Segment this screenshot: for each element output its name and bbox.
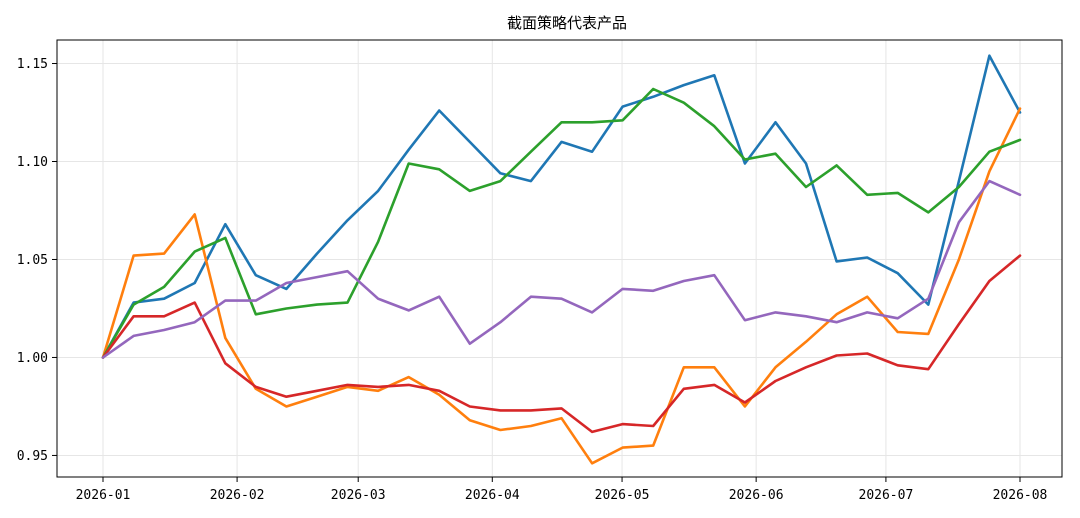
x-tick-label: 2026-04 <box>465 488 520 503</box>
series-line-1 <box>101 54 1022 359</box>
x-tick-label: 2026-07 <box>859 488 914 503</box>
x-tick-label: 2026-06 <box>729 488 784 503</box>
y-tick-label: 1.00 <box>17 351 48 366</box>
y-tick-label: 1.05 <box>17 253 48 268</box>
series-line-2 <box>101 107 1022 465</box>
y-axis: 0.95 1.00 1.05 1.10 1.15 <box>17 57 57 464</box>
x-tick-label: 2026-05 <box>595 488 650 503</box>
y-tick-label: 1.10 <box>17 155 48 170</box>
series-group <box>101 54 1022 465</box>
x-tick-label: 2026-02 <box>210 488 265 503</box>
y-tick-label: 1.15 <box>17 57 48 72</box>
chart-title: 截面策略代表产品 <box>507 14 627 32</box>
series-line-4 <box>101 254 1022 434</box>
x-tick-label: 2026-03 <box>331 488 386 503</box>
x-axis: 2026-01 2026-02 2026-03 2026-04 2026-05 2026-… <box>76 477 1048 503</box>
y-tick-label: 0.95 <box>17 449 48 464</box>
series-line-3 <box>101 87 1022 359</box>
x-tick-label: 2026-08 <box>993 488 1048 503</box>
series-line-5 <box>101 179 1022 359</box>
x-tick-label: 2026-01 <box>76 488 131 503</box>
plot-frame <box>56 39 1063 478</box>
grid <box>57 40 1062 477</box>
